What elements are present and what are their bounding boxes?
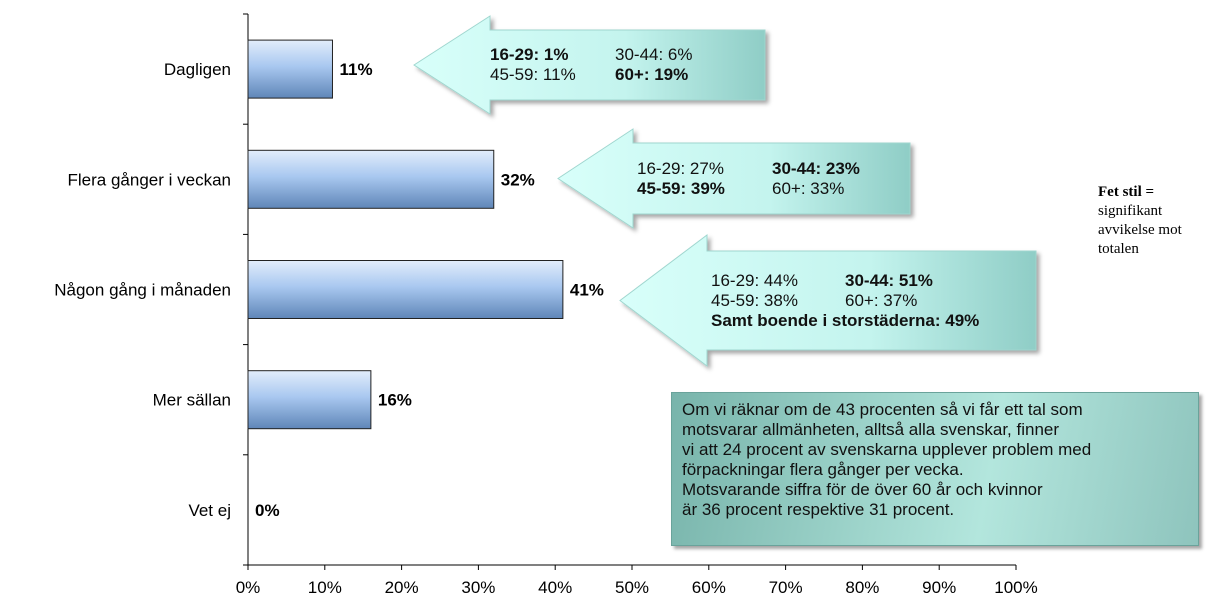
- callout-segment: 45-59: 11%: [490, 65, 576, 84]
- note-line: vi att 24 procent av svenskarna upplever…: [682, 440, 1092, 459]
- note-line: Motsvarande siffra för de över 60 år och…: [682, 480, 1043, 499]
- note-line: Om vi räknar om de 43 procenten så vi få…: [682, 400, 1083, 419]
- x-tick-label: 50%: [615, 578, 649, 597]
- callout-row: 45-59: 38% 60+: 37%: [711, 291, 979, 311]
- callout-arrow: [619, 233, 1037, 368]
- x-tick-label: 40%: [538, 578, 572, 597]
- callout-segment: 60+: 33%: [772, 178, 845, 198]
- x-tick-label: 100%: [994, 578, 1037, 597]
- note-line: förpackningar flera gånger per vecka.: [682, 460, 964, 479]
- x-tick-label: 10%: [308, 578, 342, 597]
- callout-segment: 45-59: 38%: [711, 290, 798, 310]
- callout-arrows: [413, 15, 1037, 368]
- x-tick-label: 60%: [692, 578, 726, 597]
- callout-row: 16-29: 1% 30-44: 6%: [490, 45, 693, 65]
- x-tick-label: 70%: [769, 578, 803, 597]
- legend-note-line: totalen: [1098, 241, 1139, 257]
- legend-note-line: signifikant: [1098, 203, 1163, 219]
- callout-segment: Samt boende i storstäderna: 49%: [711, 310, 980, 330]
- value-label: 11%: [339, 60, 372, 79]
- callout-text-block: 16-29: 44% 30-44: 51% 45-59: 38% 60+: 37% Sa…: [711, 271, 979, 331]
- bars-group: Dagligen 11% Flera gånger i veckan 32% Någon…: [54, 39, 604, 520]
- callout-segment: 30-44: 51%: [845, 270, 933, 290]
- callout-segment: 30-44: 23%: [772, 158, 860, 178]
- legend-note-line: avvikelse mot: [1098, 222, 1182, 238]
- category-label: Vet ej: [188, 501, 231, 520]
- callout-segment: 60+: 37%: [845, 290, 918, 310]
- callout-text-block: 16-29: 1% 30-44: 6% 45-59: 11% 60+: 19%: [490, 45, 693, 85]
- category-label: Någon gång i månaden: [54, 281, 231, 300]
- callout-row: 45-59: 11% 60+: 19%: [490, 65, 693, 85]
- callout-arrow: [413, 15, 766, 115]
- value-label: 32%: [501, 170, 535, 189]
- callout-segment: 16-29: 1%: [490, 45, 569, 64]
- summary-note-box: Om vi räknar om de 43 procenten så vi få…: [671, 392, 1199, 546]
- category-label: Mer sällan: [153, 391, 231, 410]
- x-tick-label: 80%: [845, 578, 879, 597]
- value-label: 16%: [378, 391, 412, 410]
- x-tick-label: 90%: [922, 578, 956, 597]
- callout-row: Samt boende i storstäderna: 49%: [711, 311, 979, 331]
- category-label: Flera gånger i veckan: [68, 170, 231, 189]
- callout-segment: 30-44: 6%: [615, 45, 693, 64]
- callout-text-block: 16-29: 27% 30-44: 23% 45-59: 39% 60+: 33%: [637, 159, 860, 199]
- note-line: är 36 procent respektive 31 procent.: [682, 500, 955, 519]
- callout-segment: 60+: 19%: [615, 65, 689, 84]
- bold-legend-note: Fet stil = signifikant avvikelse mot tot…: [1098, 183, 1208, 259]
- value-label: 41%: [570, 281, 604, 300]
- callout-row: 16-29: 27% 30-44: 23%: [637, 159, 860, 179]
- legend-note-title: Fet stil =: [1098, 184, 1155, 200]
- callout-arrow: [557, 128, 911, 229]
- x-tick-label: 0%: [236, 578, 261, 597]
- callout-row: 45-59: 39% 60+: 33%: [637, 179, 860, 199]
- bar: [247, 39, 333, 99]
- callout-segment: 16-29: 27%: [637, 158, 724, 178]
- bar: [247, 370, 372, 430]
- callout-row: 16-29: 44% 30-44: 51%: [711, 271, 979, 291]
- x-tick-label: 20%: [385, 578, 419, 597]
- bar: [247, 260, 564, 319]
- callout-segment: 45-59: 39%: [637, 178, 725, 198]
- category-label: Dagligen: [164, 60, 231, 79]
- bar: [247, 149, 495, 209]
- callout-segment: 16-29: 44%: [711, 270, 798, 290]
- chart-axes: 0% 10% 20% 30% 40% 50% 60% 70% 80% 90% 100%: [236, 13, 1038, 597]
- note-line: motsvarar allmänheten, alltså alla svens…: [682, 420, 1060, 439]
- value-label: 0%: [255, 501, 280, 520]
- x-tick-label: 30%: [461, 578, 495, 597]
